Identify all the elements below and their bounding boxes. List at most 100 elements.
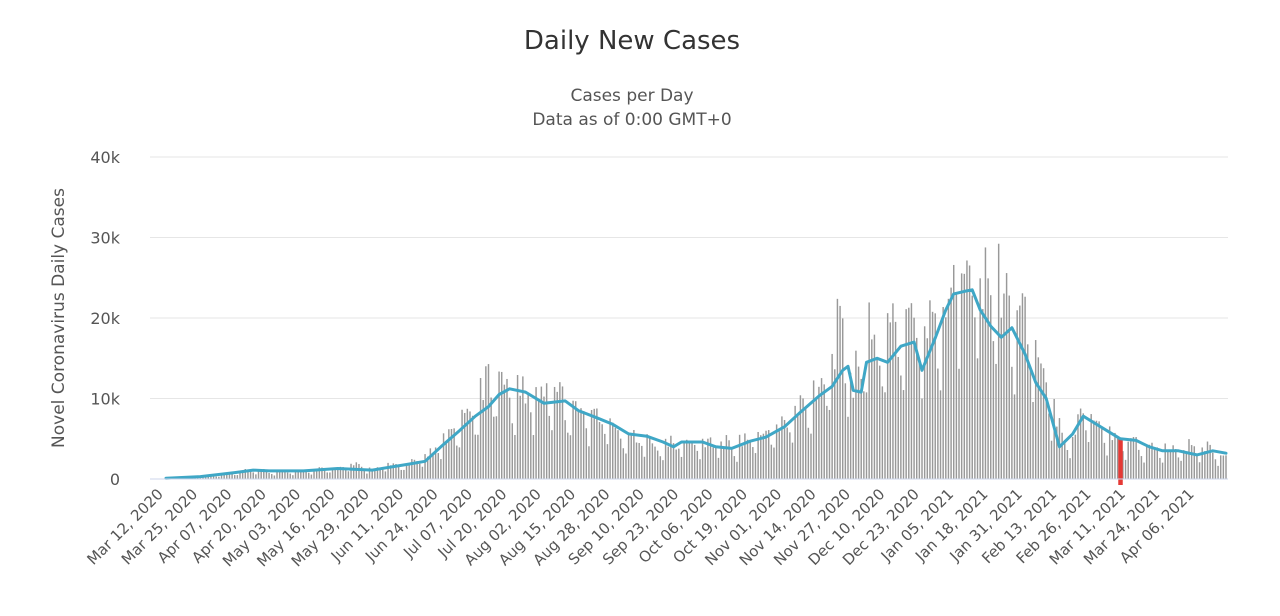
daily-case-bar	[1148, 444, 1151, 479]
daily-case-bar	[1005, 273, 1008, 479]
daily-case-bar	[868, 302, 870, 479]
daily-case-bar	[707, 438, 709, 479]
daily-case-bar	[958, 368, 960, 479]
daily-case-bar	[619, 438, 622, 479]
daily-case-bar	[368, 467, 371, 479]
daily-case-bar	[321, 467, 323, 479]
daily-case-bar	[493, 416, 495, 479]
daily-case-bar	[691, 442, 693, 479]
daily-case-bar	[1008, 295, 1010, 479]
daily-case-bar	[1127, 441, 1129, 479]
daily-case-bar	[559, 382, 561, 479]
daily-case-bar	[487, 364, 490, 479]
daily-case-bar	[419, 463, 421, 479]
daily-case-bar	[865, 392, 868, 479]
daily-case-bar	[609, 418, 611, 479]
daily-case-bar	[1069, 458, 1071, 479]
daily-case-bar	[638, 442, 640, 479]
daily-case-bar	[646, 434, 648, 479]
daily-case-bar	[770, 444, 773, 479]
daily-case-bar	[445, 441, 447, 479]
daily-case-bar	[405, 464, 408, 479]
daily-case-bar	[982, 309, 984, 479]
daily-case-bar	[902, 390, 905, 479]
daily-case-bar	[1185, 451, 1188, 479]
daily-case-bar	[276, 471, 278, 479]
daily-case-bar	[754, 453, 757, 479]
daily-case-bar	[741, 446, 743, 479]
daily-case-bar	[585, 428, 588, 479]
daily-case-bar	[223, 474, 225, 479]
daily-case-bar	[953, 264, 955, 479]
daily-case-bar	[786, 427, 788, 479]
daily-case-bar	[310, 474, 313, 479]
daily-case-bar	[812, 380, 815, 479]
daily-case-bar	[437, 453, 439, 479]
daily-case-bar	[804, 407, 807, 479]
daily-case-bar	[712, 447, 714, 479]
daily-case-bar	[265, 471, 268, 479]
daily-case-bar	[709, 437, 712, 479]
daily-case-bar	[760, 435, 762, 479]
daily-cases-bars	[165, 243, 1227, 485]
daily-case-bar	[498, 371, 500, 479]
daily-case-bar	[725, 435, 728, 479]
daily-case-bar	[442, 433, 445, 479]
daily-case-bar	[614, 427, 617, 479]
daily-case-bar	[1045, 382, 1047, 479]
daily-case-bar	[1204, 451, 1206, 479]
daily-case-bar	[627, 434, 630, 479]
daily-case-bar	[350, 463, 352, 479]
daily-case-bar	[1095, 420, 1098, 479]
daily-case-bar	[826, 405, 828, 479]
daily-case-bar	[212, 475, 215, 479]
daily-case-bar	[252, 472, 254, 479]
daily-case-bar	[1172, 445, 1174, 479]
daily-case-bar	[606, 444, 609, 479]
daily-case-bar	[942, 307, 944, 479]
daily-case-bar	[532, 435, 535, 479]
daily-case-bar	[1079, 408, 1082, 479]
daily-case-bar	[530, 412, 532, 479]
y-tick-label: 0	[110, 470, 120, 489]
daily-case-bar	[900, 375, 902, 479]
daily-case-bar	[204, 476, 207, 479]
daily-case-bar	[794, 405, 796, 479]
daily-case-bar	[1087, 442, 1090, 479]
daily-case-bar	[686, 439, 688, 479]
daily-case-bar	[1071, 437, 1074, 479]
daily-case-bar	[408, 463, 410, 479]
daily-case-bar	[839, 305, 841, 479]
daily-case-bar	[1000, 317, 1003, 479]
moving-average-line	[164, 288, 1228, 480]
daily-case-bar	[323, 470, 326, 479]
daily-case-bar	[857, 366, 860, 479]
daily-case-bar	[485, 366, 487, 479]
daily-case-bar	[810, 433, 812, 479]
daily-case-bar	[387, 462, 389, 479]
daily-case-bar	[1082, 413, 1084, 479]
daily-case-bar	[736, 461, 738, 479]
daily-case-bar	[723, 446, 725, 479]
daily-case-bar	[852, 397, 855, 479]
daily-case-bar	[654, 446, 656, 479]
daily-case-bar	[260, 469, 262, 479]
daily-case-bar	[1116, 438, 1119, 479]
daily-case-bar	[1093, 420, 1095, 479]
daily-case-bar	[334, 469, 336, 479]
daily-case-bar	[604, 433, 606, 479]
daily-case-bar	[799, 395, 802, 479]
daily-case-bar	[392, 463, 395, 479]
daily-case-bar	[1193, 446, 1196, 479]
y-tick-label: 20k	[90, 309, 120, 328]
daily-case-bar	[704, 447, 706, 479]
daily-case-bar	[305, 471, 307, 479]
daily-case-bar	[522, 376, 524, 479]
daily-case-bar	[871, 339, 873, 479]
daily-case-bar	[255, 474, 257, 479]
daily-case-bar	[720, 441, 722, 479]
daily-case-bar	[1098, 421, 1100, 479]
daily-case-bar	[580, 408, 582, 479]
daily-case-bar	[278, 471, 281, 479]
